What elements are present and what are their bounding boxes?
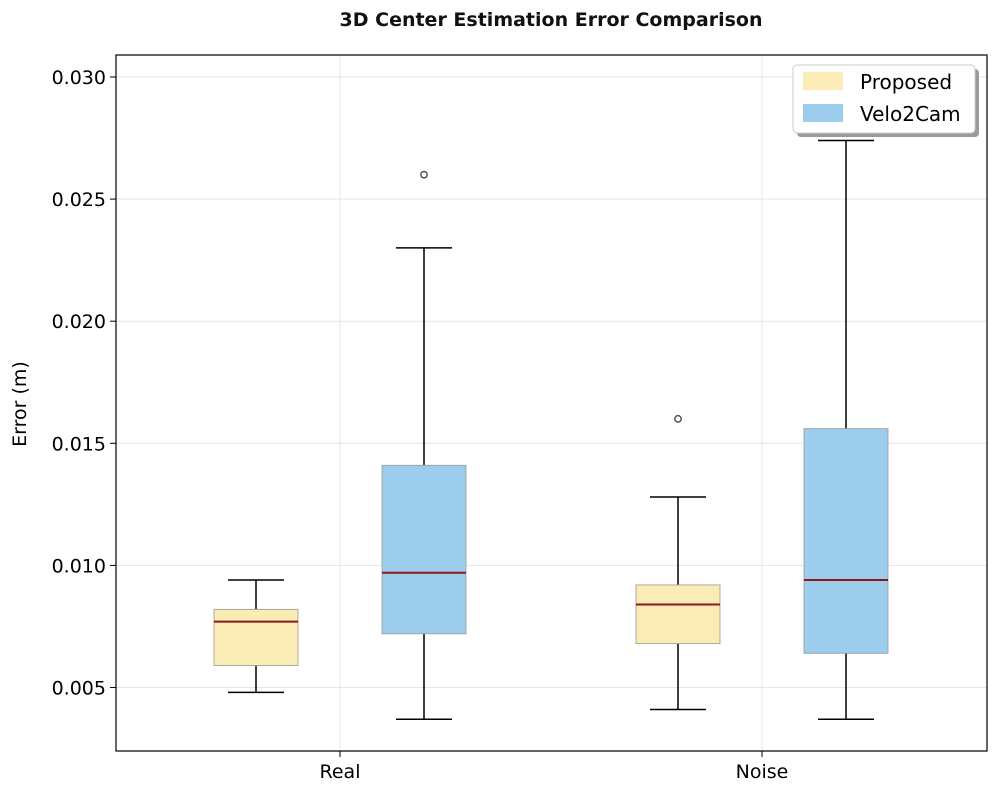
legend-swatch-velo2cam <box>803 104 843 122</box>
chart-title: 3D Center Estimation Error Comparison <box>340 9 763 31</box>
y-axis-ticks: 0.005 0.010 0.015 0.020 0.025 0.030 <box>52 67 116 700</box>
x-tick-label-real: Real <box>320 761 361 783</box>
outlier-point <box>674 414 682 423</box>
box-proposed-noise <box>635 414 721 711</box>
legend: Proposed Velo2Cam <box>792 64 979 137</box>
box-layer <box>213 139 889 721</box>
y-tick-label: 0.010 <box>52 555 106 577</box>
plot-frame <box>115 54 988 752</box>
y-axis-label: Error (m) <box>9 361 31 447</box>
x-axis-ticks: Real Noise <box>320 751 789 783</box>
y-tick-label: 0.015 <box>52 433 106 455</box>
box-velo2cam-noise <box>803 139 889 721</box>
y-tick-label: 0.020 <box>52 311 106 333</box>
box-proposed-real <box>213 579 299 694</box>
grid-lines <box>116 55 987 751</box>
box-iqr <box>803 428 889 654</box>
legend-label-proposed: Proposed <box>860 70 952 94</box>
y-tick-label: 0.025 <box>52 189 106 211</box>
y-tick-label: 0.005 <box>52 678 106 700</box>
outlier-point <box>420 170 428 179</box>
box-iqr <box>635 584 721 644</box>
y-tick-label: 0.030 <box>52 67 106 89</box>
legend-swatch-proposed <box>803 72 843 90</box>
legend-label-velo2cam: Velo2Cam <box>860 102 961 126</box>
box-iqr <box>213 608 299 666</box>
box-velo2cam-real <box>381 170 467 721</box>
box-iqr <box>381 464 467 635</box>
x-tick-label-noise: Noise <box>736 761 789 783</box>
